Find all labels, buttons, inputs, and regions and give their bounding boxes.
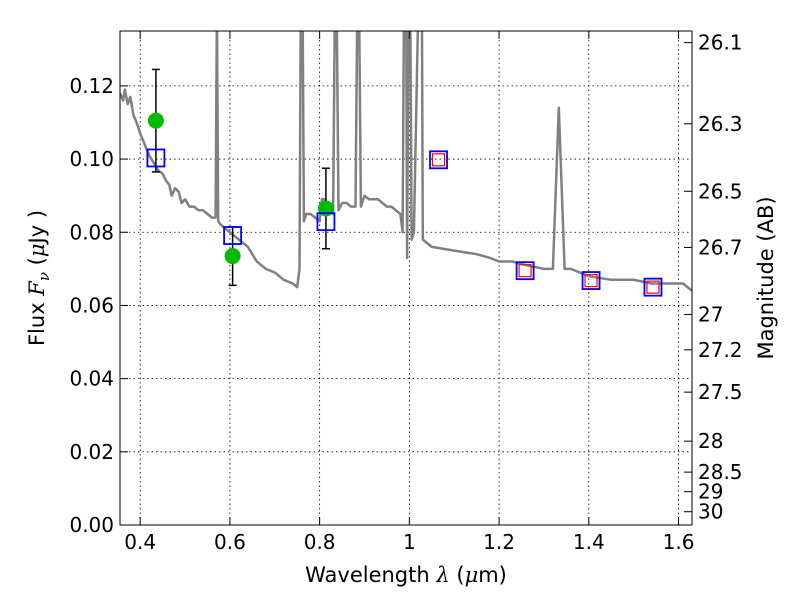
mag-tick-label: 28.5 xyxy=(698,460,743,484)
mag-tick-label: 27.2 xyxy=(698,338,743,362)
model-flux-square xyxy=(146,148,166,168)
mag-tick-label: 26.1 xyxy=(698,31,743,55)
y2-axis-title: Magnitude (AB) xyxy=(754,196,778,359)
x-axis-title: Wavelength λ (μm) xyxy=(305,563,507,587)
upper-limit-square xyxy=(518,264,532,278)
model-flux-square xyxy=(515,261,535,281)
x-tick-label: 0.6 xyxy=(214,530,246,554)
observed-flux-point xyxy=(147,112,164,129)
observed-flux-point xyxy=(317,200,334,217)
y-axis-title: Flux Fν (μJy ) xyxy=(25,210,53,346)
y-tick-label: 0.10 xyxy=(69,147,114,171)
y-tick-label: 0.12 xyxy=(69,74,114,98)
mag-tick-label: 27.5 xyxy=(698,380,743,404)
x-tick-label: 1 xyxy=(403,530,416,554)
model-flux-square xyxy=(316,212,336,232)
y-tick-label: 0.08 xyxy=(69,220,114,244)
mag-tick-label: 27 xyxy=(698,302,723,326)
upper-limit-square xyxy=(584,273,598,288)
upper-limit-square xyxy=(431,153,446,167)
y-tick-label: 0.02 xyxy=(69,440,114,464)
mag-tick-label: 30 xyxy=(698,500,723,524)
y-tick-label: 0.04 xyxy=(69,367,114,391)
mag-tick-label: 28 xyxy=(698,429,723,453)
x-tick-label: 0.4 xyxy=(124,530,156,554)
y-tick-label: 0.00 xyxy=(69,513,114,537)
axis-ticks xyxy=(120,31,692,526)
model-flux-square xyxy=(581,271,601,290)
upper-limit-square xyxy=(646,280,660,294)
model-flux-square xyxy=(429,150,448,170)
plot-frame xyxy=(119,30,693,526)
mag-tick-label: 26.5 xyxy=(698,179,743,203)
model-flux-square xyxy=(223,226,243,245)
x-tick-label: 1.6 xyxy=(663,530,695,554)
x-tick-label: 0.8 xyxy=(304,530,336,554)
model-flux-square xyxy=(643,277,663,297)
sed-model-line xyxy=(120,31,692,292)
mag-tick-label: 29 xyxy=(698,480,723,504)
x-tick-label: 1.4 xyxy=(573,530,605,554)
x-tick-label: 1.2 xyxy=(483,530,515,554)
data-layer xyxy=(120,31,692,297)
observed-flux-point xyxy=(224,248,241,265)
mag-tick-label: 26.7 xyxy=(698,235,743,259)
y-tick-label: 0.06 xyxy=(69,293,114,317)
mag-tick-label: 26.3 xyxy=(698,112,743,136)
